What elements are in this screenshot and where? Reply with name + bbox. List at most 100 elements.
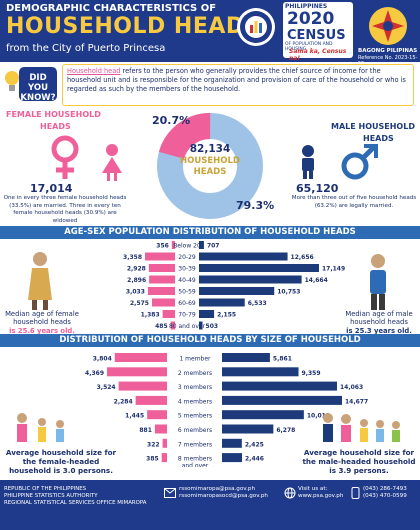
female-value-1-member: 3,804 — [93, 356, 112, 363]
female-symbol-icon — [51, 135, 79, 179]
male-bar-60-69 — [199, 298, 245, 307]
census-brand: PHILIPPINES — [285, 3, 328, 10]
donut-label2: HEADS — [193, 167, 227, 177]
category-label-50-59: 50-59 — [178, 289, 196, 296]
male-value-80-and-over: 503 — [206, 323, 219, 330]
phone-icon — [351, 487, 360, 499]
did-you-know-box: DID YOU KNOW? — [19, 67, 57, 103]
male-bar-2-members — [222, 367, 299, 377]
male-bar-80-and-over — [199, 321, 203, 330]
male-bar-70-79 — [199, 310, 215, 318]
male-title-line2: HEADS — [363, 134, 394, 143]
male-value-1-member: 5,861 — [273, 356, 292, 363]
male-count: 65,120 — [296, 182, 339, 195]
male-median-label: Median age of male household heads — [345, 310, 413, 327]
female-bar-30-39 — [148, 264, 175, 272]
age-section-title: AGE-SEX POPULATION DISTRIBUTION OF HOUSE… — [0, 226, 420, 239]
footer-org1: REPUBLIC OF THE PHILIPPINES — [4, 486, 87, 492]
man-person-icon — [370, 254, 386, 310]
footer-org2: PHILIPPINE STATISTICS AUTHORITY — [4, 493, 98, 499]
female-bar-60-69 — [151, 298, 175, 307]
female-household-size-note: Average household size for the female-he… — [5, 448, 117, 475]
female-value-50-59: 3,033 — [126, 289, 145, 296]
category-label-20-29: 20-29 — [178, 254, 196, 261]
female-value-8-members-and-over: 385 — [146, 456, 159, 463]
female-value-3-members: 3,524 — [97, 384, 116, 391]
female-bar-40-49 — [149, 275, 175, 284]
male-median-value: is 25.3 years old. — [346, 327, 412, 335]
female-bar-20-29 — [145, 252, 175, 261]
category-label-70-79: 70-79 — [178, 312, 196, 319]
male-bar-50-59 — [199, 287, 275, 295]
female-bar-7-members — [162, 438, 167, 448]
male-bar-40-49 — [199, 275, 302, 284]
male-value-3-members: 14,063 — [340, 384, 363, 391]
definition-term: Household head — [67, 67, 121, 75]
category-label-2-members: 2 members — [178, 370, 212, 377]
household-size-chart: 3,804 5,861 1 member 4,369 9,359 2 members 3,5… — [85, 353, 368, 467]
donut-total: 82,134 — [189, 143, 231, 155]
female-bar-3-members — [118, 381, 167, 391]
census-year: 2020 — [287, 9, 335, 29]
female-bar-8-members-and-over — [161, 453, 167, 463]
male-value-5-members: 10,011 — [307, 413, 330, 420]
age-sex-chart: 356 707 Below 20 3,358 12,656 20-29 2,928 17,14… — [123, 241, 345, 330]
email-icon — [164, 488, 176, 498]
category-label-3-members: 3 members — [178, 384, 212, 391]
male-bar-6-members — [222, 424, 274, 434]
definition-body: refers to the person who generally provi… — [67, 67, 406, 94]
household-heads-donut — [156, 113, 263, 219]
female-person-icon — [102, 144, 122, 181]
footer-org3: REGIONAL STATISTICAL SERVICES OFFICE MIM… — [4, 500, 147, 506]
female-title-line1: FEMALE HOUSEHOLD — [6, 110, 101, 119]
female-value-below-20: 356 — [156, 243, 169, 250]
footer-web: Visit us at: www.psa.gov.ph — [298, 486, 343, 500]
male-bar-8-members-and-over — [222, 453, 242, 463]
female-value-4-members: 2,284 — [114, 398, 133, 405]
female-count: 17,014 — [30, 182, 73, 195]
female-value-20-29: 3,358 — [123, 254, 142, 261]
female-note: One in every three female household head… — [3, 195, 127, 224]
male-value-20-29: 12,656 — [291, 254, 314, 261]
male-bar-5-members — [222, 410, 304, 420]
male-bar-4-members — [222, 395, 342, 405]
census-tagline: Sama ka, Census na! — [289, 48, 347, 62]
category-label-60-69: 60-69 — [178, 300, 196, 307]
did-you-know-line2: KNOW? — [20, 93, 56, 103]
census-word: CENSUS — [287, 28, 346, 43]
male-value-8-members-and-over: 2,446 — [245, 456, 264, 463]
footer-web-label: Visit us at: — [298, 486, 328, 492]
male-title-line1: MALE HOUSEHOLD — [331, 122, 415, 131]
psa-seal-icon — [237, 8, 275, 46]
did-you-know-line1: DID YOU — [28, 73, 48, 93]
footer-emails: rssomimaropa@psa.gov.ph rssomimaropasocd… — [179, 486, 268, 500]
female-title-line2: HEADS — [40, 122, 71, 131]
female-bar-5-members — [147, 410, 167, 420]
category-label-40-49: 40-49 — [178, 277, 196, 284]
male-value-40-49: 14,664 — [305, 277, 328, 284]
male-value-50-59: 10,753 — [277, 289, 300, 296]
female-bar-2-members — [107, 367, 167, 377]
footer-phone1: (043) 286-7493 — [363, 486, 407, 492]
footer-phones: (043) 286-7493 (043) 470-0599 — [363, 486, 407, 500]
did-you-know-badge: DID YOU KNOW? — [3, 65, 59, 105]
female-bar-50-59 — [147, 287, 175, 295]
bagong-pilipinas-label: BAGONG PILIPINAS — [358, 48, 418, 54]
male-value-6-members: 6,278 — [276, 427, 295, 434]
male-value-below-20: 707 — [207, 243, 220, 250]
male-value-2-members: 9,359 — [302, 370, 321, 377]
footer-web-link[interactable]: www.psa.gov.ph — [298, 493, 344, 499]
male-person-icon — [302, 145, 314, 179]
male-value-4-members: 14,677 — [345, 398, 368, 405]
category-label-1-member: 1 member — [179, 356, 211, 363]
male-pct-label: 79.3% — [236, 199, 275, 212]
footer-email2[interactable]: rssomimaropasocd@psa.gov.ph — [179, 493, 268, 499]
male-value-60-69: 6,533 — [248, 300, 267, 307]
category-label-7-members: 7 members — [178, 441, 212, 448]
category-label-30-39: 30-39 — [178, 266, 196, 273]
globe-icon — [284, 487, 296, 499]
footer-org: REPUBLIC OF THE PHILIPPINES PHILIPPINE S… — [4, 486, 146, 507]
footer-email1[interactable]: rssomimaropa@psa.gov.ph — [179, 486, 255, 492]
female-value-40-49: 2,896 — [127, 277, 146, 284]
male-headed-family-icon — [323, 413, 400, 442]
